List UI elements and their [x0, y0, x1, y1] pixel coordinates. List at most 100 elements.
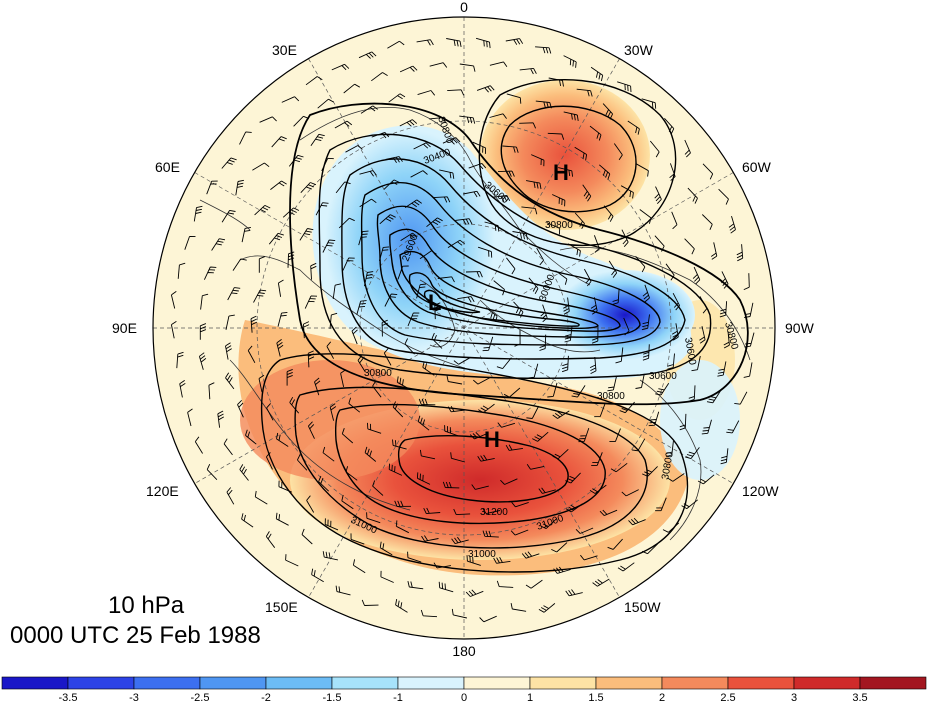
wind-barb: [225, 372, 235, 390]
wind-barb: [506, 93, 522, 104]
wind-barb: [446, 38, 462, 47]
wind-barb: [743, 362, 753, 378]
wind-barb: [227, 287, 241, 301]
wind-barb: [396, 376, 410, 390]
wind-barb: [525, 579, 543, 589]
wind-barb: [322, 551, 338, 561]
wind-barb: [551, 542, 568, 553]
wind-barb: [723, 331, 730, 349]
wind-barb: [593, 235, 600, 253]
contour-label-31000-south: 31000: [468, 549, 496, 560]
wind-barb: [540, 518, 557, 530]
wind-barb: [493, 280, 505, 296]
wind-barb: [648, 411, 660, 427]
lon-label-90e: 90E: [112, 320, 137, 336]
wind-barb: [575, 527, 594, 534]
wind-barb: [574, 146, 588, 161]
wind-barb: [271, 136, 287, 148]
wind-barb: [239, 464, 249, 481]
wind-barb: [358, 230, 369, 246]
contour-label-30800-east-lower: 30800: [660, 451, 676, 481]
wind-barb: [457, 296, 475, 303]
wind-barb: [254, 490, 268, 505]
wind-barb: [285, 554, 299, 567]
wind-barb: [276, 339, 284, 357]
wind-barb: [717, 361, 727, 377]
wind-barb: [565, 589, 583, 597]
wind-barb: [521, 206, 538, 215]
wind-barb: [718, 188, 729, 205]
wind-barb: [565, 472, 581, 484]
wind-barb: [416, 39, 434, 46]
wind-barb: [455, 218, 473, 225]
wind-barb: [307, 421, 315, 439]
wind-barb: [304, 295, 318, 309]
wind-barb: [561, 355, 569, 373]
wind-barb: [276, 432, 289, 447]
wind-barb: [726, 420, 740, 434]
wind-barb: [482, 530, 499, 538]
wind-barb: [259, 116, 277, 123]
wind-barb: [317, 98, 334, 109]
wind-barb: [642, 284, 650, 303]
wind-barb: [510, 529, 529, 536]
wind-barb: [627, 120, 640, 135]
wind-barb: [307, 350, 315, 368]
wind-barb: [589, 125, 602, 141]
wind-barb: [206, 464, 218, 481]
wind-barb: [701, 419, 712, 435]
wind-barb: [310, 133, 325, 147]
wind-barb: [447, 239, 465, 248]
wind-barb: [734, 391, 748, 405]
wind-barb: [599, 164, 611, 180]
wind-barb: [217, 410, 225, 428]
wind-barb: [342, 257, 355, 271]
wind-barb: [199, 323, 207, 340]
wind-barb: [477, 454, 495, 462]
wind-barb: [610, 462, 628, 473]
wind-barb: [654, 186, 662, 205]
wind-barb: [613, 143, 623, 161]
wind-barb: [329, 403, 337, 421]
wind-barb: [505, 38, 524, 45]
wind-barb: [465, 271, 483, 278]
wind-barb: [692, 266, 701, 285]
wind-barb: [620, 185, 634, 199]
wind-barb: [332, 283, 342, 300]
wind-barb: [699, 326, 706, 344]
wind-barb: [247, 345, 256, 364]
wind-barb: [221, 157, 237, 169]
wind-barb: [438, 581, 454, 593]
colorbar-tick-label: 1: [527, 692, 533, 702]
wind-barb: [476, 85, 495, 93]
wind-barb: [684, 238, 695, 255]
wind-barb: [489, 113, 507, 119]
wind-barb: [223, 438, 233, 456]
wind-barb: [446, 375, 463, 385]
wind-barb: [564, 326, 573, 343]
wind-barb: [628, 517, 646, 526]
wind-barb: [193, 205, 203, 222]
wind-barb: [485, 307, 498, 323]
wind-barb: [384, 293, 398, 307]
wind-barb: [466, 555, 481, 566]
colorbar-swatch: [595, 676, 663, 690]
cold-anomaly-core: [555, 270, 695, 360]
wind-barb: [358, 51, 377, 59]
wind-barb: [720, 448, 729, 465]
contour-label-30800-southeast: 30800: [597, 391, 625, 402]
wind-barb: [410, 170, 428, 178]
wind-barb: [459, 115, 476, 124]
lon-label-120w: 120W: [742, 483, 779, 499]
wind-barb: [590, 66, 604, 82]
wind-barb: [532, 431, 549, 442]
colorbar-swatch: [793, 676, 861, 690]
wind-barb: [423, 507, 441, 515]
wind-barb: [426, 217, 443, 228]
wind-barb: [451, 536, 469, 545]
colorbar-swatch: [529, 676, 597, 690]
wind-barb: [226, 487, 235, 505]
wind-barb: [447, 89, 465, 96]
wind-barb: [361, 599, 379, 606]
wind-barb: [511, 501, 529, 508]
